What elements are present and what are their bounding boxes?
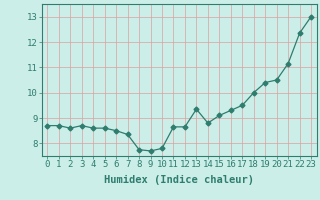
X-axis label: Humidex (Indice chaleur): Humidex (Indice chaleur) — [104, 175, 254, 185]
